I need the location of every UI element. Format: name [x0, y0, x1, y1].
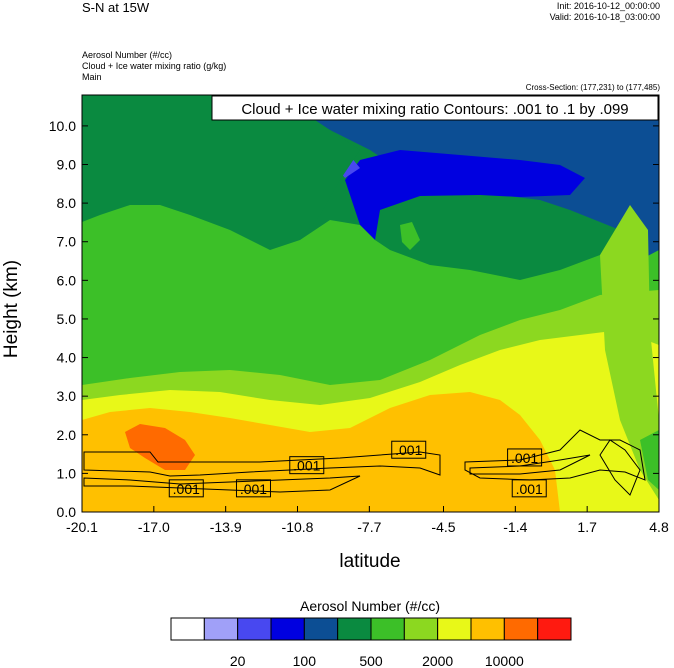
contour-4 — [469, 454, 591, 475]
x-tick-label: -17.0 — [138, 519, 170, 535]
y-tick-label: 1.0 — [57, 465, 77, 481]
y-tick-label: 6.0 — [57, 272, 77, 288]
y-tick-label: 8.0 — [57, 195, 77, 211]
contour-label-box — [168, 479, 204, 498]
valid-time: Valid: 2016-10-18_03:00:00 — [549, 12, 660, 22]
field-label-cloud: Cloud + Ice water mixing ratio (g/kg) — [82, 61, 227, 71]
x-tick-label: -7.7 — [357, 519, 381, 535]
y-tick-label: 4.0 — [57, 350, 77, 366]
field-label-main: Main — [82, 72, 102, 82]
colorbar-label: 500 — [359, 653, 383, 668]
contour-lines — [83, 429, 646, 496]
contour-info-text: Cloud + Ice water mixing ratio Contours:… — [241, 101, 628, 118]
field-blue-core — [345, 150, 585, 240]
field-small-patch — [400, 222, 420, 250]
colorbar-label: 100 — [293, 653, 317, 668]
contour-3 — [464, 429, 646, 481]
field-red-orange — [125, 424, 195, 470]
x-tick-label: -10.8 — [282, 519, 314, 535]
y-tick-label: 5.0 — [57, 311, 77, 327]
y-tick-label: 7.0 — [57, 234, 77, 250]
x-axis: -20.1 -17.0 -13.9 -10.8 -7.7 -4.5 -1.4 1.7 4.8 — [66, 506, 669, 535]
y-tick-label: 0.0 — [57, 504, 77, 520]
field-orange — [82, 392, 560, 512]
plot-frame — [81, 94, 660, 513]
colorbar-swatch — [337, 617, 372, 641]
x-tick-label: 4.8 — [649, 519, 669, 535]
colorbar-swatch — [537, 617, 572, 641]
colorbar-swatch — [237, 617, 272, 641]
y-axis-label: Height (km) — [1, 259, 22, 359]
y-tick-label: 3.0 — [57, 388, 77, 404]
field-label-aerosol: Aerosol Number (#/cc) — [82, 50, 173, 60]
colorbar-label: 2000 — [422, 653, 453, 668]
contour-label-box — [511, 479, 547, 498]
x-tick-label: -1.4 — [503, 519, 527, 535]
y-axis: 0.0 1.0 2.0 3.0 4.0 5.0 6.0 7.0 8.0 9.0 10.0 — [49, 118, 659, 520]
colorbar-swatch — [470, 617, 505, 641]
contour-label: .001 — [173, 481, 200, 497]
colorbar: 20 100 500 2000 10000 — [170, 617, 572, 668]
chart-title: S-N at 15W — [82, 0, 150, 15]
colorbar-swatch — [170, 617, 205, 641]
contour-info-box — [211, 95, 659, 121]
x-tick-label: 1.7 — [577, 519, 597, 535]
field-blue-top — [280, 95, 659, 330]
colorbar-swatch — [503, 617, 539, 641]
x-axis-label: latitude — [339, 551, 401, 572]
x-tick-label: -20.1 — [66, 519, 98, 535]
cross-section-label: Cross-Section: (177,231) to (177,485) — [525, 83, 660, 92]
contour-label: .001 — [293, 458, 320, 474]
field-right-edge — [640, 430, 659, 490]
field-darkgreen — [82, 95, 360, 250]
contour-label: .001 — [395, 442, 422, 458]
init-time: Init: 2016-10-12_00:00:00 — [556, 1, 660, 11]
colorbar-swatch — [403, 617, 439, 641]
x-tick-label: -13.9 — [210, 519, 242, 535]
colorbar-swatch — [203, 617, 239, 641]
heatmap-field — [82, 95, 659, 512]
contour-label-box — [507, 448, 543, 467]
contour-label: .001 — [516, 481, 543, 497]
x-tick-label: -4.5 — [431, 519, 455, 535]
colorbar-swatch — [370, 617, 405, 641]
contour-1 — [83, 451, 441, 477]
contour-label: .001 — [511, 450, 538, 466]
field-right-streak — [600, 205, 659, 500]
contour-5 — [599, 439, 641, 496]
contour-label-box — [391, 440, 427, 459]
contour-label-box — [289, 456, 325, 475]
contour-labels: .001 .001 .001 .001 .001 .001 — [168, 440, 547, 498]
colorbar-title: Aerosol Number (#/cc) — [299, 598, 441, 614]
colorbar-swatch — [270, 617, 305, 641]
colorbar-swatch — [303, 617, 339, 641]
y-tick-label: 10.0 — [49, 118, 76, 134]
colorbar-swatch — [437, 617, 472, 641]
contour-label-box — [235, 479, 271, 498]
contour-label: .001 — [240, 481, 267, 497]
contour-2 — [83, 475, 361, 493]
colorbar-label: 10000 — [485, 653, 524, 668]
colorbar-label: 20 — [230, 653, 246, 668]
y-tick-label: 2.0 — [57, 427, 77, 443]
y-tick-label: 9.0 — [57, 157, 77, 173]
